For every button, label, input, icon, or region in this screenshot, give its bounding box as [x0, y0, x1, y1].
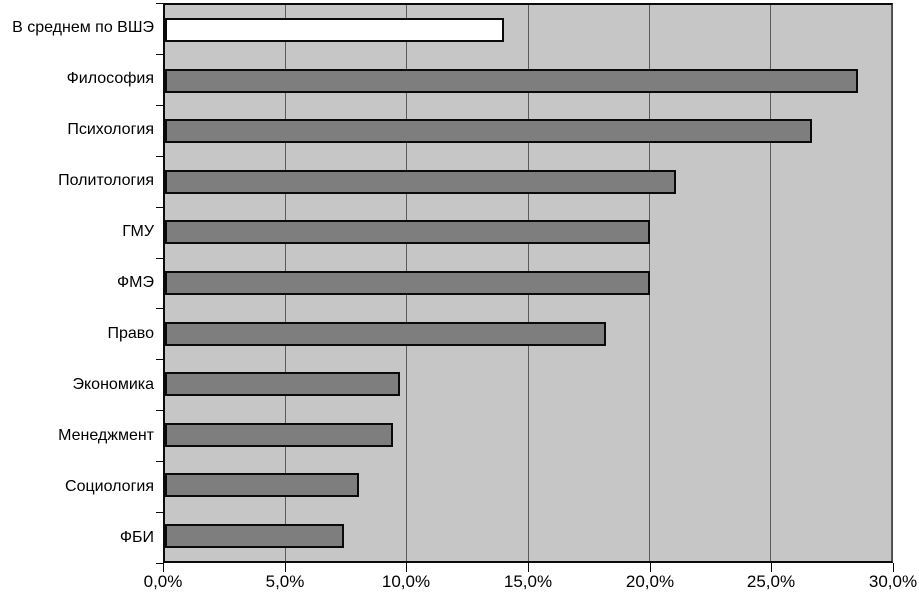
- gridline-30,0%: [891, 5, 892, 561]
- bar-ГМУ: [165, 220, 650, 245]
- x-axis-tick: [406, 563, 407, 572]
- x-axis-tick: [771, 563, 772, 572]
- y-axis-tick: [156, 563, 163, 564]
- category-axis-labels: В среднем по ВШЭ Философия Психология Полит…: [0, 3, 156, 563]
- bar-В среднем по ВШЭ: [165, 18, 505, 43]
- x-axis-tick: [528, 563, 529, 572]
- bar-ФБИ: [165, 523, 345, 548]
- category-label: ФБИ: [119, 528, 154, 546]
- bar-Менеджмент: [165, 422, 393, 447]
- category-label: В среднем по ВШЭ: [12, 19, 154, 37]
- category-label: Менеджмент: [58, 426, 154, 444]
- bar-row: [165, 409, 892, 460]
- bar-row: [165, 258, 892, 309]
- y-axis-tick: [156, 156, 163, 157]
- category-label: Экономика: [72, 375, 155, 393]
- category-label: Право: [107, 324, 154, 342]
- x-axis-tick: [163, 563, 164, 572]
- bar-Право: [165, 321, 607, 346]
- x-axis-tick-label: 15,0%: [503, 572, 553, 591]
- bar-row: [165, 510, 892, 561]
- bar-row: [165, 207, 892, 258]
- y-axis-tick: [156, 410, 163, 411]
- bar-Философия: [165, 68, 859, 93]
- y-axis-tick: [156, 359, 163, 360]
- x-axis-tick-label: 5,0%: [265, 572, 305, 591]
- y-axis-tick: [156, 3, 163, 4]
- bar-Экономика: [165, 372, 401, 397]
- bar-row: [165, 460, 892, 511]
- y-axis-tick: [156, 258, 163, 259]
- y-axis-tick: [156, 207, 163, 208]
- bar-row: [165, 5, 892, 56]
- gridline-25,0%: [769, 5, 771, 561]
- category-label: Философия: [66, 70, 154, 88]
- bar-ФМЭ: [165, 271, 650, 295]
- bars-container: [165, 5, 892, 561]
- y-axis-tick: [156, 54, 163, 55]
- x-axis-tick-label: 20,0%: [625, 572, 675, 591]
- y-axis-tick: [156, 105, 163, 106]
- bar-row: [165, 157, 892, 208]
- category-label: ГМУ: [122, 223, 154, 241]
- category-label: Психология: [67, 121, 154, 139]
- category-label: Политология: [58, 172, 154, 190]
- y-axis-tick: [156, 461, 163, 462]
- bar-row: [165, 56, 892, 107]
- category-label: ФМЭ: [117, 273, 154, 291]
- x-axis-tick-label: 30,0%: [868, 572, 918, 591]
- x-axis-tick-label: 25,0%: [746, 572, 796, 591]
- y-axis-tick: [156, 512, 163, 513]
- x-axis-tick: [285, 563, 286, 572]
- bar-row: [165, 106, 892, 157]
- x-axis-tick-label: 0,0%: [143, 572, 183, 591]
- x-axis-tick-label: 10,0%: [381, 572, 431, 591]
- x-axis-tick: [650, 563, 651, 572]
- bar-row: [165, 359, 892, 410]
- bar-Социология: [165, 473, 359, 498]
- bar-Политология: [165, 169, 677, 194]
- bar-Психология: [165, 119, 813, 144]
- plot-area: [163, 3, 893, 563]
- category-label: Социология: [65, 477, 154, 495]
- y-axis-tick: [156, 308, 163, 309]
- bar-row: [165, 308, 892, 359]
- x-axis-tick: [893, 563, 894, 572]
